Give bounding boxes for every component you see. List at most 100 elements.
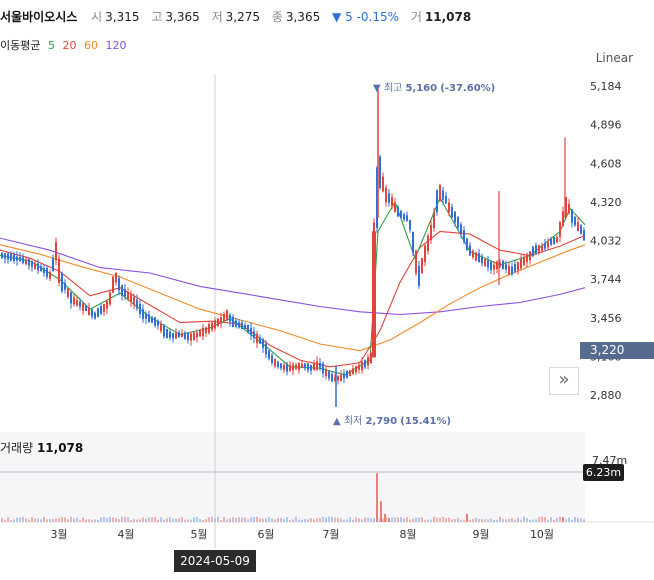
candle-body xyxy=(337,376,339,381)
volume-bar xyxy=(259,518,261,522)
volume-bar xyxy=(94,519,96,522)
low-value: 3,275 xyxy=(225,10,260,24)
candle-body xyxy=(379,156,381,189)
low-label: 저 xyxy=(211,10,223,24)
volume-bar xyxy=(127,517,129,522)
month-axis: 3월 4월 5월 6월 7월 8월 9월 10월 xyxy=(50,528,554,541)
candle-body xyxy=(268,350,270,359)
volume-bar xyxy=(358,518,360,522)
candle-body xyxy=(226,310,228,320)
volume-bar xyxy=(190,519,192,522)
candle-body xyxy=(433,211,435,229)
candle-body xyxy=(220,317,222,324)
volume-bar xyxy=(205,519,207,522)
candle-body xyxy=(133,296,135,305)
candle-body xyxy=(256,333,258,344)
candle-body xyxy=(34,263,36,269)
candle-body xyxy=(16,256,18,261)
volume-bar xyxy=(520,519,522,522)
month-label: 9월 xyxy=(472,528,489,541)
volume-bar xyxy=(130,519,132,522)
candle-body xyxy=(94,312,96,319)
volume-bar xyxy=(301,519,303,522)
candle-body xyxy=(394,203,396,213)
volume-bar xyxy=(577,518,579,522)
candle-body xyxy=(148,314,150,322)
volume-bar xyxy=(298,519,300,522)
price-tick-label: 4,608 xyxy=(590,157,622,170)
candle-body xyxy=(154,317,156,326)
volume-bar xyxy=(37,518,39,522)
candle-body xyxy=(22,257,24,263)
volume-bar xyxy=(169,517,171,522)
stock-name: 서울바이오시스 xyxy=(0,10,78,24)
volume-bar xyxy=(493,519,495,522)
volume-bar xyxy=(124,516,126,522)
high-annotation-pct: (-37.60%) xyxy=(440,83,496,94)
volume-bar xyxy=(139,519,141,522)
candle-body xyxy=(217,318,219,327)
volume-bar xyxy=(289,519,291,522)
ma-120-line xyxy=(0,237,586,316)
expand-chart-button[interactable]: » xyxy=(549,367,579,395)
scale-mode-toggle[interactable]: Linear xyxy=(595,51,633,65)
high-annotation: ▼ 최고 5,160 (-37.60%) xyxy=(373,79,495,94)
candle-body xyxy=(157,320,159,326)
volume-bar xyxy=(454,519,456,522)
candle-body xyxy=(271,355,273,363)
volume-bar xyxy=(574,516,576,522)
volume-bar xyxy=(448,517,450,522)
volume-bar xyxy=(514,519,516,522)
candle-body xyxy=(325,369,327,377)
candle-body xyxy=(553,236,555,244)
volume-panel-title: 거래량 xyxy=(0,441,34,455)
volume-bar xyxy=(52,519,54,522)
volume-bar xyxy=(580,518,582,522)
volume-bar xyxy=(43,517,45,522)
candle-body xyxy=(181,333,183,337)
candle-body xyxy=(307,363,309,371)
volume-bar xyxy=(472,518,474,522)
volume-spike-bar xyxy=(388,517,390,522)
volume-bar xyxy=(226,519,228,522)
volume-bar xyxy=(31,517,33,522)
ma-5-label: 5 xyxy=(47,39,55,52)
volume-bar xyxy=(100,517,102,522)
candle-body xyxy=(448,202,450,213)
volume-bar xyxy=(382,518,384,522)
volume-bar xyxy=(229,518,231,522)
volume-bar xyxy=(517,517,519,522)
volume-bar xyxy=(145,518,147,522)
candle-body xyxy=(295,364,297,369)
double-chevron-right-icon: » xyxy=(558,369,570,390)
volume-bar xyxy=(547,519,549,522)
moving-average-legend[interactable]: 이동평균 5 20 60 120 xyxy=(0,37,130,53)
candle-body xyxy=(418,265,420,286)
candle-body xyxy=(97,308,99,318)
volume-bar xyxy=(331,516,333,522)
moving-average-lines xyxy=(0,196,586,376)
volume-bar xyxy=(406,517,408,522)
volume-panel-bg xyxy=(0,432,585,522)
volume-value: 11,078 xyxy=(424,10,472,24)
low-annotation-value: 2,790 xyxy=(365,416,398,427)
candle-body xyxy=(454,211,456,223)
volume-bar xyxy=(418,517,420,522)
candle-body xyxy=(490,261,492,270)
volume-bar xyxy=(523,516,525,522)
volume-spike-bar xyxy=(466,513,468,522)
candle-body xyxy=(523,257,525,266)
volume-spike-bar xyxy=(562,517,564,522)
ma-legend-label: 이동평균 xyxy=(0,39,41,52)
volume-panel-label: 거래량 11,078 xyxy=(0,439,83,456)
candle-body xyxy=(334,376,336,381)
candle-body xyxy=(130,294,132,302)
volume-bar xyxy=(505,519,507,522)
volume-bar xyxy=(88,519,90,522)
candle-body xyxy=(562,211,564,227)
candle-body xyxy=(214,320,216,329)
candle-body xyxy=(451,207,453,218)
volume-bar xyxy=(148,517,150,522)
candle-body xyxy=(283,364,285,371)
